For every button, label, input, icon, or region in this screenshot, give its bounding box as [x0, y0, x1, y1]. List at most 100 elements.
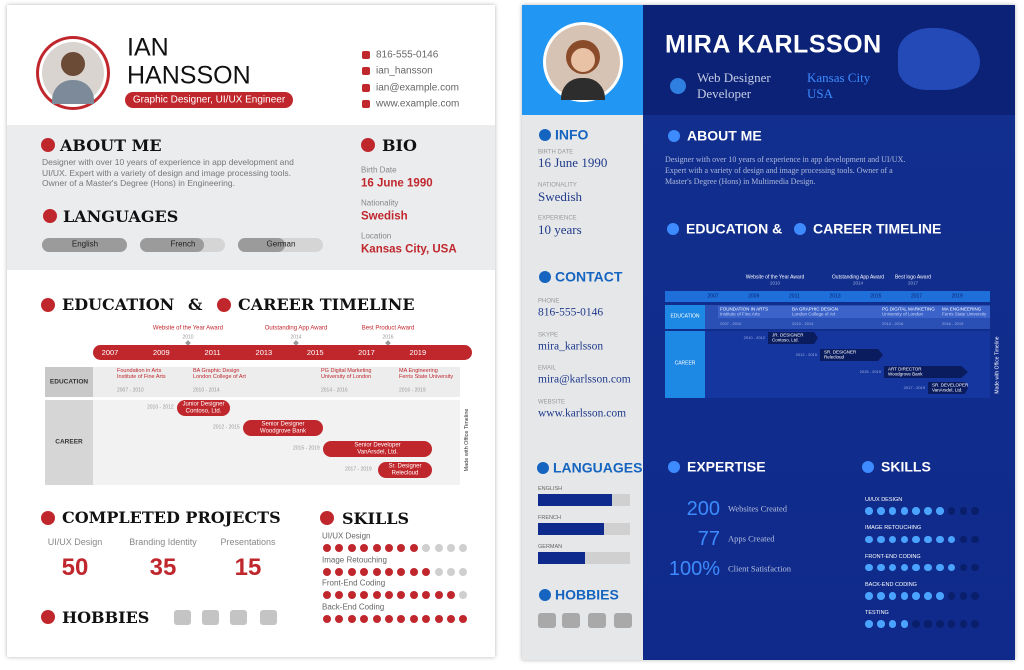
career-company: Woodgrove Bank: [888, 371, 923, 377]
name: HANSSON: [127, 61, 251, 90]
about-text: Designer with over 10 years of experienc…: [42, 157, 294, 188]
icon: [217, 298, 231, 312]
skill-dot: [397, 615, 406, 624]
year: 2019: [409, 347, 427, 357]
skill-dot: [385, 615, 393, 624]
skill-dot: [865, 620, 873, 628]
icon: [41, 298, 55, 312]
section-title: &: [188, 295, 203, 315]
skill-dot: [397, 567, 406, 576]
career-bar: [768, 332, 818, 344]
skill-dot: [971, 620, 979, 628]
edu-dates: 2010 - 2014: [193, 387, 220, 394]
skill-name: TESTING: [865, 610, 889, 617]
career-dates: 2010 - 2012: [147, 404, 174, 411]
icon: [537, 462, 549, 474]
skill-dot: [888, 592, 897, 600]
map-icon: [898, 28, 980, 90]
section-title: SKILLS: [881, 458, 931, 475]
milestone-year: 2010: [182, 334, 194, 341]
edu-title: BA Graphic Design: [193, 367, 240, 374]
skill-dot: [372, 544, 381, 552]
bio-label: Nationality: [361, 198, 399, 208]
icon: [43, 209, 57, 223]
language-level: [140, 238, 204, 252]
skill-dot: [360, 591, 369, 600]
skill-dot: [409, 567, 418, 576]
bio-value: Kansas City, USA: [361, 243, 457, 256]
skill-name: IMAGE RETOUCHING: [865, 525, 922, 532]
year: 2011: [204, 347, 221, 357]
year: 2009: [152, 347, 170, 357]
skill-dot: [447, 567, 455, 576]
skill-dot: [959, 507, 968, 515]
skill-name: Back-End Coding: [322, 602, 385, 612]
career-dates: 2017 - 2019: [903, 384, 925, 390]
career-dates: 2012 - 2015: [795, 351, 817, 357]
year: 2015: [870, 292, 882, 299]
skill-dot: [947, 563, 956, 572]
icon: [320, 511, 334, 525]
section-title: LANGUAGES: [63, 207, 179, 227]
skill-dot: [900, 563, 909, 572]
milestone-year: 2016: [382, 334, 394, 341]
row-label: EDUCATION: [49, 378, 89, 386]
edu-dates: 2016 - 2019: [399, 387, 426, 394]
section-title: HOBBIES: [555, 586, 619, 603]
language-name: GERMAN: [538, 543, 563, 550]
name: IAN: [127, 33, 169, 62]
career-title: SR. DESIGNER: [824, 349, 857, 355]
edu-school: University of London: [882, 311, 924, 317]
edu-bar: [790, 306, 880, 318]
project-value: 50: [61, 553, 89, 581]
edu-title: FOUNDATION IN ARTS: [720, 306, 769, 312]
skill-dot: [347, 591, 356, 600]
career-bar: [323, 441, 432, 457]
section-title: COMPLETED PROJECTS: [62, 508, 281, 528]
contact-label: EMAIL: [538, 366, 557, 373]
project-label: UI/UX Design: [47, 537, 103, 548]
skill-dot: [959, 535, 968, 544]
career-bar: [884, 366, 968, 378]
skill-dot: [971, 592, 979, 600]
hobby-icon: [202, 610, 219, 625]
icon: [41, 610, 55, 624]
expertise-value: 77: [697, 528, 720, 550]
edu-title: Foundation in Arts: [117, 367, 162, 374]
skill-dot: [422, 615, 431, 624]
skill-dot: [912, 507, 920, 515]
bio-value: Swedish: [361, 210, 408, 223]
skill-dot: [422, 544, 431, 552]
skill-dot: [888, 563, 897, 572]
icon: [668, 130, 680, 142]
skill-dot: [877, 563, 885, 572]
bio-value: 16 June 1990: [361, 177, 433, 190]
skill-dot: [372, 591, 381, 600]
section-title: EDUCATION &: [686, 220, 783, 237]
milestone: Website of the Year Award: [152, 325, 224, 332]
skill-dot: [409, 544, 418, 552]
skill-name: BACK-END CODING: [865, 581, 917, 588]
hobby-icon: [260, 610, 277, 625]
skill-dot: [385, 591, 393, 600]
role: Developer: [697, 85, 752, 101]
skill-dot: [372, 615, 381, 624]
language-level: [538, 552, 585, 564]
skill-dot: [936, 620, 944, 628]
edu-school: London College of Art: [193, 373, 246, 380]
year: 2019: [951, 292, 963, 299]
section-title: INFO: [555, 126, 589, 143]
info-value: 16 June 1990: [538, 154, 608, 170]
skill-dot: [924, 563, 932, 572]
credit: Made with Office Timeline: [994, 336, 1001, 394]
icon: [794, 223, 806, 235]
skill-dot: [422, 591, 431, 600]
contact-value: 816-555-0146: [538, 306, 604, 319]
career-company: VanArsdel, Ltd.: [932, 387, 963, 393]
skill-dot: [900, 620, 909, 628]
career-dates: 2017 - 2019: [345, 466, 372, 473]
language-name: ENGLISH: [538, 485, 563, 492]
year-bar: [93, 345, 472, 360]
skill-dot: [434, 591, 443, 600]
milestone-year: 2017: [907, 280, 919, 286]
